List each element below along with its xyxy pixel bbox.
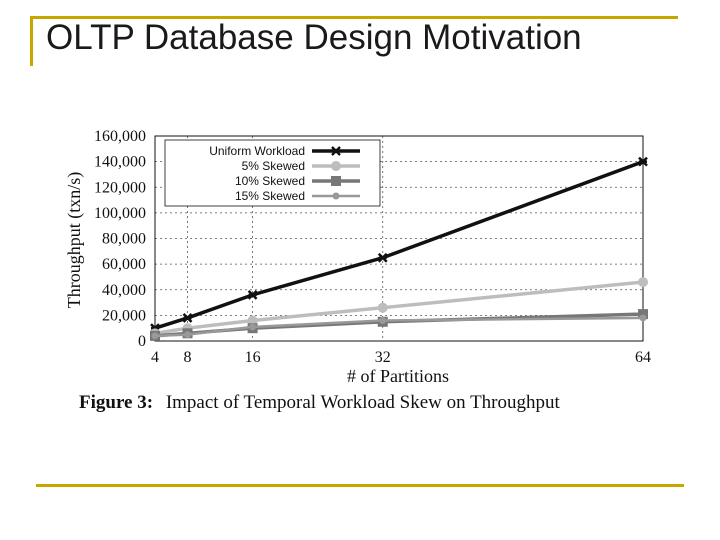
figure-caption-text: Impact of Temporal Workload Skew on Thro…: [166, 392, 561, 413]
x-tick-label: 32: [375, 349, 391, 366]
x-tick-labels: 4 8 16 32 64: [151, 349, 651, 366]
data-point: [247, 289, 258, 300]
x-tick-label: 64: [635, 349, 651, 366]
y-tick-label: 0: [138, 333, 146, 350]
y-tick-label: 40,000: [102, 282, 146, 299]
y-axis-title: Throughput (txn/s): [64, 172, 85, 309]
data-point: [332, 192, 340, 200]
figure-caption-label: Figure 3:: [79, 392, 153, 413]
title-left-rule: [30, 16, 33, 66]
y-tick-label: 20,000: [102, 307, 146, 324]
data-point: [249, 323, 257, 331]
x-axis-title: # of Partitions: [347, 366, 449, 386]
data-point: [247, 315, 258, 326]
y-tick-label: 140,000: [94, 154, 146, 171]
data-point: [638, 156, 648, 167]
figure-caption: Figure 3: Impact of Temporal Workload Sk…: [79, 392, 560, 413]
data-point: [331, 176, 341, 186]
data-point: [182, 313, 193, 323]
plot-frame: [154, 135, 644, 342]
legend-label: Uniform Workload: [209, 144, 305, 158]
data-point: [331, 161, 341, 171]
y-tick-label: 120,000: [94, 179, 146, 196]
x-tick-label: 8: [184, 349, 192, 366]
series-lines: [150, 156, 648, 341]
y-tick-label: 160,000: [94, 128, 146, 145]
slide-title: OLTP Database Design Motivation: [46, 18, 582, 57]
legend-label: 15% Skewed: [235, 189, 305, 203]
data-point: [377, 302, 388, 313]
y-tick-label: 60,000: [102, 256, 146, 273]
y-tick-label: 80,000: [102, 231, 146, 248]
legend-label: 5% Skewed: [242, 159, 305, 173]
series-15-skewed: [151, 314, 647, 340]
data-point: [184, 331, 192, 339]
title-top-rule: [30, 16, 678, 19]
x-tick-label: 4: [151, 349, 159, 366]
data-point: [379, 317, 387, 324]
data-point: [151, 332, 159, 340]
y-tick-label: 100,000: [94, 205, 146, 222]
y-tick-labels: 0 20,000 40,000 60,000 80,000 100,000 120,000 1…: [94, 128, 146, 350]
data-point: [331, 146, 341, 156]
plot-border: [154, 135, 644, 342]
series-line: [154, 316, 644, 338]
data-point: [639, 314, 647, 322]
x-tick-label: 16: [245, 349, 261, 366]
data-point: [377, 252, 388, 263]
series-line: [154, 280, 644, 336]
footer-rule: [36, 484, 684, 487]
data-point: [638, 309, 648, 320]
legend-label: 10% Skewed: [235, 174, 305, 188]
data-point: [638, 277, 648, 288]
